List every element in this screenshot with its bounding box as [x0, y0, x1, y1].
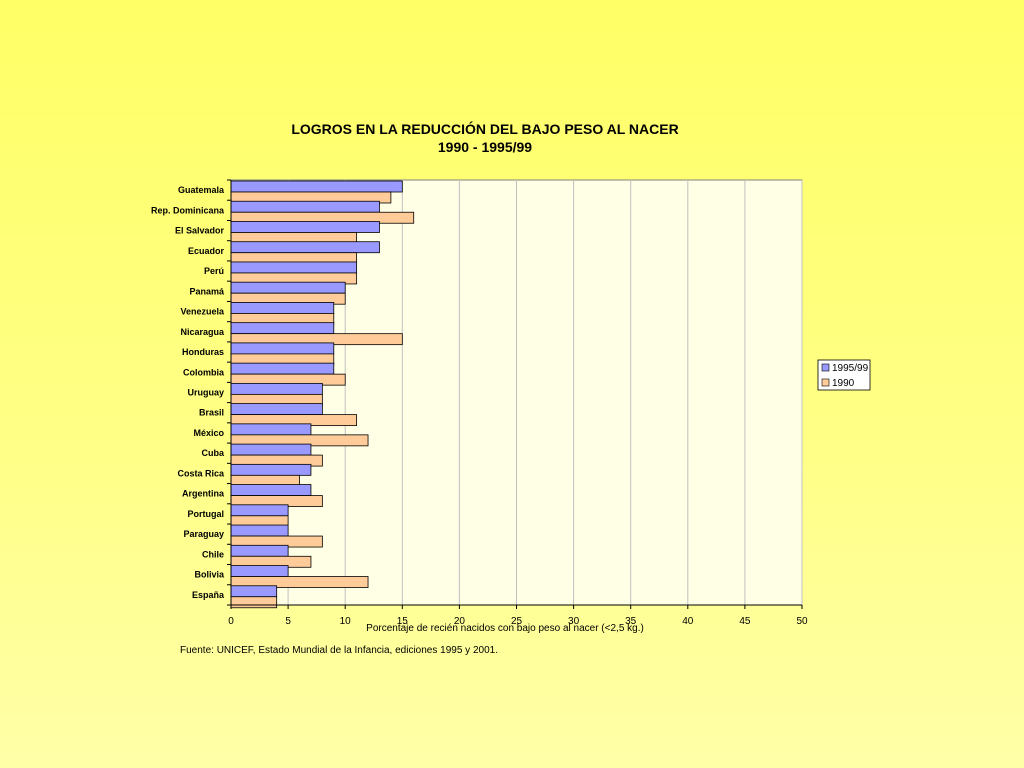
category-label: Venezuela	[180, 307, 225, 317]
legend-label-1995-99: 1995/99	[832, 363, 869, 374]
category-label: Uruguay	[187, 388, 224, 398]
bar-1995-99-Espa-a	[230, 585, 278, 598]
legend-swatch-1995-99	[821, 363, 830, 372]
category-label: Chile	[202, 549, 224, 559]
axes: Guatemala Rep. Dominicana El Salvador Ecuad…	[151, 179, 808, 627]
bar-1995-99-Nicaragua	[230, 322, 335, 335]
bar-1995-99-Honduras	[230, 342, 335, 355]
category-label: Colombia	[183, 367, 225, 377]
x-tick-label: 35	[625, 616, 637, 627]
bar-1995-99-Per-	[230, 261, 358, 274]
bar-1995-99-Colombia	[230, 362, 335, 375]
category-label: Guatemala	[178, 185, 225, 195]
category-label: Bolivia	[194, 570, 225, 580]
x-tick-label: 40	[682, 616, 694, 627]
bar-1995-99-Venezuela	[230, 302, 335, 314]
x-tick-label: 30	[568, 616, 580, 627]
bar-1995-99-El-Salvador	[230, 221, 380, 233]
bar-1995-99-Argentina	[230, 484, 312, 496]
bar-1995-99-Rep-Dominicana	[230, 200, 380, 213]
bar-1995-99-Guatemala	[230, 180, 403, 193]
category-label: Honduras	[182, 347, 224, 357]
bars	[230, 180, 415, 609]
x-tick-label: 5	[285, 616, 291, 627]
x-tick-label: 25	[511, 616, 523, 627]
x-tick-label: 15	[397, 616, 409, 627]
source-note: Fuente: UNICEF, Estado Mundial de la Inf…	[180, 645, 498, 656]
x-tick-label: 20	[454, 616, 466, 627]
category-label: Rep. Dominicana	[151, 205, 225, 215]
bar-1995-99-Chile	[230, 544, 289, 557]
category-label: Nicaragua	[180, 327, 225, 337]
bar-1995-99-Ecuador	[230, 241, 380, 254]
bar-1995-99-Portugal	[230, 504, 289, 517]
bar-1995-99-M-xico	[230, 423, 312, 436]
bar-1995-99-Bolivia	[230, 565, 289, 577]
category-label: Argentina	[182, 489, 225, 499]
chart-subtitle: 1990 - 1995/99	[438, 139, 532, 155]
bar-1995-99-Cuba	[230, 443, 312, 456]
bar-1990-Espa-a	[230, 596, 278, 609]
category-label: México	[193, 428, 224, 438]
category-label: Portugal	[187, 509, 224, 519]
category-label: El Salvador	[175, 226, 225, 236]
legend: 1995/99 1990	[817, 359, 871, 391]
category-label: Brasil	[199, 408, 224, 418]
x-tick-label: 50	[796, 616, 808, 627]
category-label: Paraguay	[183, 529, 224, 539]
category-label: Cuba	[202, 448, 225, 458]
x-tick-label: 45	[739, 616, 751, 627]
bar-1995-99-Costa-Rica	[230, 463, 312, 476]
x-axis-title: Porcentaje de recién nacidos con bajo pe…	[366, 623, 644, 634]
category-label: Costa Rica	[177, 468, 225, 478]
legend-label-1990: 1990	[832, 378, 855, 389]
category-label: España	[192, 590, 225, 600]
bar-1995-99-Panam-	[230, 281, 346, 294]
x-tick-label: 10	[340, 616, 352, 627]
x-tick-label: 0	[228, 616, 234, 627]
bar-1995-99-Paraguay	[230, 524, 289, 537]
category-label: Ecuador	[188, 246, 225, 256]
bar-1995-99-Brasil	[230, 403, 323, 416]
category-label: Panamá	[189, 286, 225, 296]
chart-title: LOGROS EN LA REDUCCIÓN DEL BAJO PESO AL …	[291, 120, 678, 137]
category-label: Perú	[204, 266, 224, 276]
bar-1995-99-Uruguay	[230, 382, 323, 395]
legend-swatch-1990	[821, 378, 830, 387]
